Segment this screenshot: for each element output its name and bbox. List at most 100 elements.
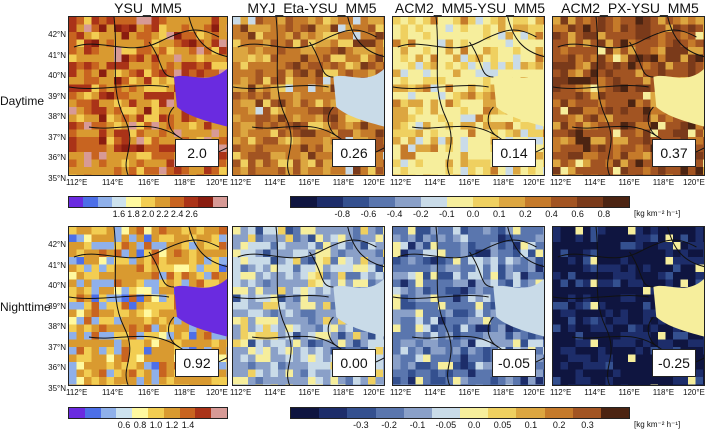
colorbar-segment xyxy=(600,408,630,418)
colorbar-tick-label: 2.4 xyxy=(170,209,184,219)
colorbar-tick-label: 1.6 xyxy=(112,209,126,219)
colorbar-segment xyxy=(132,408,148,418)
colorbar-segment xyxy=(291,408,320,418)
map-grid xyxy=(393,17,544,175)
colorbar-segment xyxy=(97,197,113,207)
longitude-tick-label: 112°E xyxy=(230,178,252,187)
mean-value-box: 0.92 xyxy=(175,349,219,377)
colorbar-tick-label: 1.2 xyxy=(165,420,179,430)
longitude-tick-label: 112°E xyxy=(390,178,412,187)
longitude-tick-label: 112°E xyxy=(66,388,88,397)
colorbar-segment xyxy=(163,408,180,418)
mean-value-box: 0.26 xyxy=(332,139,376,167)
colorbar-day-difference xyxy=(290,196,630,208)
colorbar-tick-label: 0.2 xyxy=(552,420,566,430)
longitude-tick-label: 114°E xyxy=(424,388,446,397)
longitude-tick-label: 116°E xyxy=(298,178,320,187)
colorbar-segment xyxy=(369,197,395,207)
colorbar-segment xyxy=(183,197,199,207)
latitude-tick-label: 40°N xyxy=(48,71,66,80)
colorbar-tick-label: 2.0 xyxy=(141,209,155,219)
colorbar-segment xyxy=(169,197,184,207)
colorbar-segment xyxy=(126,197,141,207)
latitude-tick-label: 36°N xyxy=(48,363,66,372)
longitude-tick-label: 114°E xyxy=(264,388,286,397)
colorbar-segment xyxy=(198,197,213,207)
map-panel-day-acm2-px: 0.37 xyxy=(552,16,705,176)
map-grid xyxy=(393,227,544,385)
longitude-tick-label: 112°E xyxy=(550,388,572,397)
colorbar-segment xyxy=(431,408,461,418)
map-panel-night-acm2-px: -0.25 xyxy=(552,226,705,386)
latitude-tick-label: 38°N xyxy=(48,322,66,331)
latitude-tick-label: 35°N xyxy=(48,173,66,183)
latitude-tick-label: 41°N xyxy=(48,260,66,270)
longitude-tick-label: 116°E xyxy=(618,178,640,187)
mean-value-box: 2.0 xyxy=(175,139,219,167)
map-panel-night-myj: 0.00 xyxy=(232,226,385,386)
longitude-tick-label: 118°E xyxy=(174,388,196,397)
colorbar-segment xyxy=(460,408,489,418)
colorbar-segment xyxy=(577,197,603,207)
row-label-daytime: Daytime xyxy=(0,94,45,108)
mean-value-box: 0.00 xyxy=(332,349,376,377)
colorbar-segment xyxy=(347,408,376,418)
colorbar-tick-label: -0.1 xyxy=(439,209,455,219)
colorbar-segment xyxy=(343,197,369,207)
longitude-tick-label: 120°E xyxy=(523,388,545,397)
colorbar-segment xyxy=(179,408,196,418)
colorbar-segment xyxy=(83,197,98,207)
longitude-tick-label: 114°E xyxy=(424,178,446,187)
colorbar-tick-label: 0.0 xyxy=(466,209,480,219)
colorbar-tick-label: 2.6 xyxy=(185,209,198,219)
colorbar-tick-label: -0.3 xyxy=(353,420,369,430)
latitude-tick-label: 40°N xyxy=(48,281,66,290)
colorbar-tick-label: 0.1 xyxy=(492,209,506,219)
latitude-tick-label: 37°N xyxy=(48,132,66,142)
colorbar-day-absolute xyxy=(68,196,228,208)
mean-value-box: 0.37 xyxy=(652,139,696,167)
map-panel-day-ysu: 2.0 xyxy=(68,16,228,176)
mean-value-box: -0.25 xyxy=(652,349,696,377)
longitude-tick-label: 116°E xyxy=(458,178,480,187)
colorbar-tick-label: 0.3 xyxy=(581,420,594,430)
colorbar-segment xyxy=(525,197,551,207)
latitude-tick-label: 36°N xyxy=(48,153,66,162)
longitude-tick-label: 118°E xyxy=(652,178,675,187)
colorbar-segment xyxy=(447,197,473,207)
colorbar-tick-label: 0.8 xyxy=(597,209,611,219)
longitude-tick-label: 116°E xyxy=(458,388,480,397)
colorbar-segment xyxy=(603,197,629,207)
colorbar-night-absolute xyxy=(68,407,228,419)
longitude-tick-label: 114°E xyxy=(264,178,286,187)
colorbar-segment xyxy=(403,408,432,418)
longitude-tick-label: 120°E xyxy=(523,178,545,187)
mean-value-box: -0.05 xyxy=(492,349,536,377)
colorbar-segment xyxy=(155,197,170,207)
longitude-tick-label: 120°E xyxy=(206,388,228,397)
colorbar-tick-label: -0.6 xyxy=(360,209,377,219)
colorbar-night-difference xyxy=(290,407,630,419)
latitude-tick-label: 39°N xyxy=(48,301,66,311)
colorbar-tick-label: -0.2 xyxy=(413,209,429,219)
map-grid xyxy=(553,17,704,175)
colorbar-segment xyxy=(317,197,343,207)
longitude-tick-label: 116°E xyxy=(138,388,160,397)
colorbar-segment xyxy=(212,197,227,207)
longitude-tick-label: 120°E xyxy=(683,178,705,187)
colorbar-tick-label: 0.2 xyxy=(519,209,532,219)
longitude-tick-label: 112°E xyxy=(390,388,412,397)
latitude-tick-label: 41°N xyxy=(48,50,66,60)
longitude-tick-label: 114°E xyxy=(102,178,124,187)
mean-value-box: 0.14 xyxy=(492,139,536,167)
colorbar-tick-label: -0.2 xyxy=(381,420,397,430)
latitude-tick-label: 35°N xyxy=(48,383,66,393)
colorbar-segment xyxy=(69,408,85,418)
longitude-tick-label: 112°E xyxy=(230,388,252,397)
longitude-tick-label: 116°E xyxy=(298,388,320,397)
colorbar-segment xyxy=(319,408,348,418)
colorbar-tick-label: 0.6 xyxy=(117,420,131,430)
colorbar-segment xyxy=(84,408,101,418)
column-title-ysu-mm5: YSU_MM5 xyxy=(114,0,182,16)
map-panel-night-acm2-mm5: -0.05 xyxy=(392,226,545,386)
